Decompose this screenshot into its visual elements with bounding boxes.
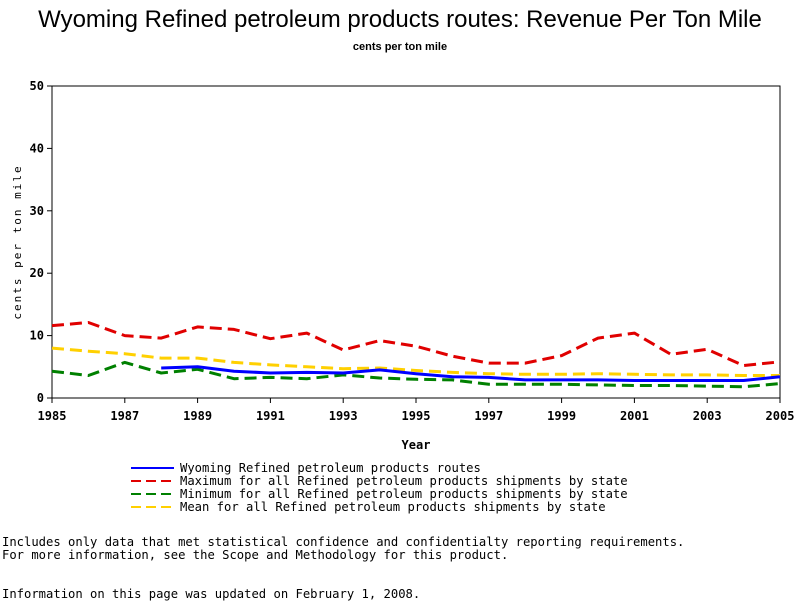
footnote-methodology: For more information, see the Scope and … bbox=[2, 548, 509, 562]
y-tick-label: 20 bbox=[30, 266, 44, 280]
legend-label: Wyoming Refined petroleum products route… bbox=[180, 461, 481, 475]
y-tick-label: 0 bbox=[37, 391, 44, 405]
legend-label: Maximum for all Refined petroleum produc… bbox=[180, 474, 628, 488]
x-axis: 1985 1987 1989 1991 1993 1995 1997 1999 2001 2003… bbox=[38, 398, 795, 423]
footnotes: Includes only data that met statistical … bbox=[2, 536, 684, 562]
x-tick-label: 1991 bbox=[256, 409, 285, 423]
x-tick-label: 2005 bbox=[766, 409, 795, 423]
plot-frame bbox=[51, 85, 781, 399]
series-layer bbox=[51, 321, 781, 389]
x-tick-label: 1999 bbox=[547, 409, 576, 423]
x-tick-label: 2001 bbox=[620, 409, 649, 423]
x-tick-label: 1989 bbox=[183, 409, 212, 423]
x-tick-label: 1985 bbox=[38, 409, 67, 423]
footnote-confidence: Includes only data that met statistical … bbox=[2, 535, 685, 549]
y-tick-label: 30 bbox=[30, 204, 44, 218]
x-tick-label: 1995 bbox=[402, 409, 431, 423]
x-tick-label: 1997 bbox=[474, 409, 503, 423]
series-line-3 bbox=[51, 346, 780, 377]
x-tick-label: 1987 bbox=[110, 409, 139, 423]
x-tick-label: 1993 bbox=[329, 409, 358, 423]
chart-subtitle: cents per ton mile bbox=[352, 41, 448, 53]
legend-label: Mean for all Refined petroleum products … bbox=[180, 500, 606, 514]
legend-label: Minimum for all Refined petroleum produc… bbox=[180, 487, 628, 501]
y-tick-label: 50 bbox=[30, 79, 44, 93]
y-axis: 0 10 20 30 40 50 bbox=[30, 79, 52, 405]
chart-title: Wyoming Refined petroleum products route… bbox=[38, 6, 762, 33]
series-line-2 bbox=[51, 360, 781, 389]
legend: Wyoming Refined petroleum products route… bbox=[131, 461, 628, 514]
x-axis-label: Year bbox=[402, 438, 431, 452]
y-tick-label: 40 bbox=[30, 141, 44, 155]
line-chart: 0 10 20 30 40 50 1985 1987 1989 1991 1993 1995 1997… bbox=[11, 79, 795, 514]
series-line-0 bbox=[161, 365, 781, 382]
update-notice: Information on this page was updated on … bbox=[2, 587, 421, 601]
y-axis-label: cents per ton mile bbox=[11, 164, 24, 319]
x-tick-label: 2003 bbox=[693, 409, 722, 423]
y-tick-label: 10 bbox=[30, 329, 44, 343]
